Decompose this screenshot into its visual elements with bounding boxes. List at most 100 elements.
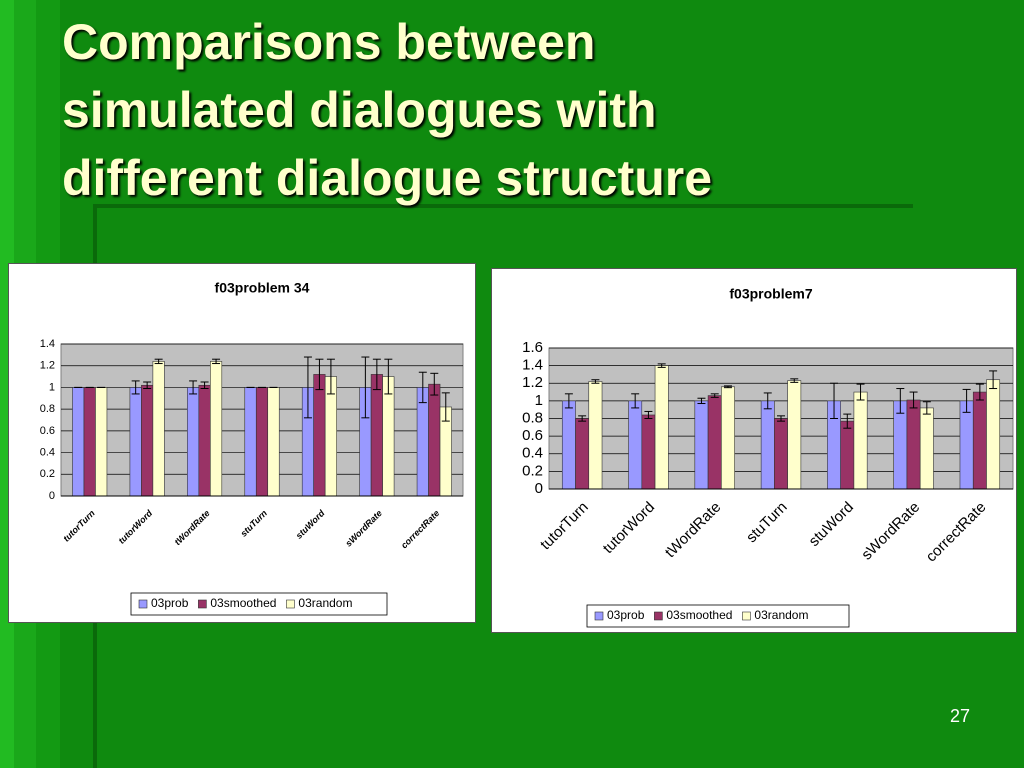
error-bar (326, 358, 335, 395)
bar (244, 387, 257, 497)
error-bar (441, 392, 450, 422)
error-bar (962, 388, 971, 413)
error-bar (631, 393, 640, 409)
bar (654, 365, 669, 490)
bar (428, 383, 441, 497)
title-line: different dialogue structure (62, 150, 713, 206)
error-bar (723, 385, 732, 389)
y-tick-label: 1.2 (522, 374, 543, 391)
y-tick-label: 0.2 (40, 468, 55, 480)
chart-title: f03problem7 (729, 286, 812, 302)
y-tick-label: 1 (535, 392, 543, 409)
y-tick-label: 1 (49, 381, 55, 393)
y-tick-label: 0.2 (522, 462, 543, 479)
y-tick-label: 0.8 (40, 403, 55, 415)
legend-label: 03smoothed (210, 596, 276, 610)
error-bar (830, 382, 839, 419)
error-bar (189, 380, 198, 395)
bar (255, 387, 269, 497)
bar (370, 374, 383, 497)
bar (694, 400, 709, 490)
y-tick-label: 0.4 (40, 446, 55, 458)
bar (959, 400, 974, 490)
error-bar (131, 380, 140, 395)
decor-line (93, 204, 913, 208)
title-line: Comparisons between (62, 14, 596, 70)
bar (853, 391, 868, 490)
error-bar (909, 391, 918, 409)
error-bar (591, 379, 600, 384)
error-bar (578, 415, 587, 422)
page-number: 27 (950, 706, 971, 726)
bar (787, 380, 802, 490)
error-bar (843, 413, 852, 429)
y-tick-label: 1.2 (40, 360, 55, 372)
bar (382, 376, 395, 497)
bar (972, 391, 987, 490)
bar (561, 400, 576, 490)
chart-panel: f03problem 34 0 0.2 0.4 0.6 0.8 1 1.2 1.4 tutorTu… (8, 263, 476, 623)
chart: f03problem7 00.20.40.60.811.21.41.6 tutorT… (522, 286, 1014, 628)
x-tick-label: tutorTurn (61, 508, 97, 544)
bar (919, 407, 934, 490)
bar (986, 379, 1001, 490)
error-bar (644, 410, 653, 419)
bar (129, 387, 142, 497)
x-tick-label: tutorWord (117, 508, 155, 546)
bar (588, 381, 603, 490)
error-bar (710, 393, 719, 398)
x-tick-label: correctRate (923, 499, 990, 566)
legend-label: 03random (754, 608, 808, 622)
legend-swatch (198, 599, 207, 609)
bar (721, 386, 735, 490)
x-tick-label: stuTurn (238, 508, 269, 539)
legend-swatch (138, 599, 148, 609)
x-tick-label: tutorWord (600, 499, 658, 557)
bar (575, 418, 590, 490)
error-bar (384, 358, 393, 395)
y-tick-label: 0.4 (522, 445, 543, 462)
x-tick-label: correctRate (399, 508, 441, 550)
bar (72, 387, 85, 497)
y-tick-label: 0.8 (522, 409, 543, 426)
legend-label: 03random (298, 596, 352, 610)
x-tick-label: stuWord (806, 499, 857, 550)
y-tick-label: 1.4 (522, 357, 543, 374)
error-bar (361, 356, 370, 419)
error-bar (143, 381, 152, 390)
y-tick-label: 0 (49, 490, 55, 502)
error-bar (372, 358, 381, 391)
y-tick-label: 0.6 (522, 427, 543, 444)
bar (641, 414, 656, 490)
bar (152, 361, 165, 497)
error-bar (896, 388, 905, 414)
bar (840, 420, 855, 490)
error-bar (154, 358, 163, 365)
legend-swatch (654, 611, 663, 621)
bar (187, 387, 200, 497)
y-tick-label: 1.4 (40, 338, 55, 350)
error-bar (564, 393, 573, 409)
x-tick-label: stuTurn (743, 499, 791, 547)
bar (893, 400, 908, 490)
bar (774, 418, 788, 490)
bar (141, 384, 154, 497)
error-bar (315, 358, 324, 391)
error-bar (763, 392, 772, 410)
error-bar (777, 415, 785, 422)
bar (95, 387, 108, 497)
error-bar (975, 383, 984, 401)
legend-swatch (594, 611, 604, 621)
x-tick-label: tWordRate (662, 499, 725, 562)
chart: f03problem 34 0 0.2 0.4 0.6 0.8 1 1.2 1.4 tutorTu… (40, 280, 464, 616)
legend-box (130, 592, 388, 616)
x-tick-label: stuWord (294, 508, 327, 541)
bar (628, 400, 643, 490)
error-bar (790, 378, 799, 383)
y-tick-label: 1.6 (522, 339, 543, 356)
bar (83, 387, 96, 497)
bar (760, 400, 775, 490)
bar (210, 361, 223, 497)
bar (313, 374, 326, 497)
